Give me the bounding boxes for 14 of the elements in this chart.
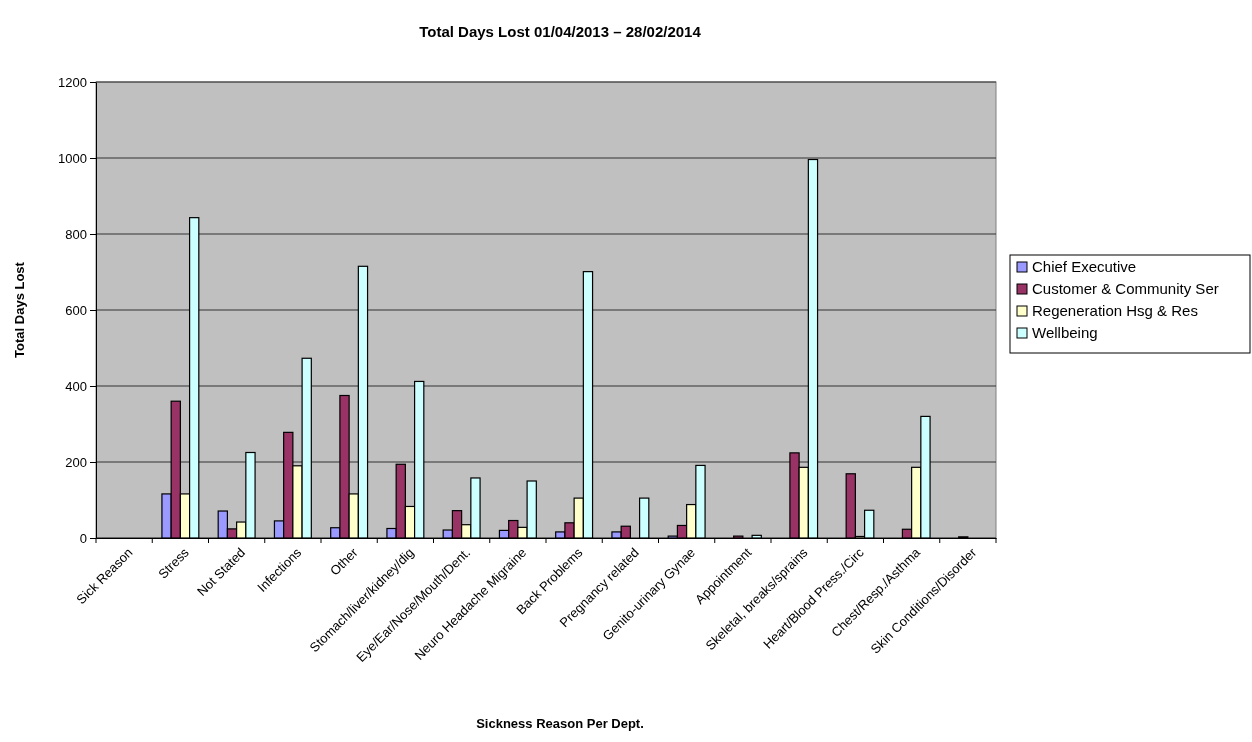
y-tick-label: 800 bbox=[65, 226, 87, 242]
y-tick-label: 1200 bbox=[58, 74, 87, 90]
y-tick-label: 200 bbox=[65, 454, 87, 470]
chart-title: Total Days Lost 01/04/2013 – 28/02/2014 bbox=[419, 23, 702, 40]
legend-label: Wellbeing bbox=[1032, 324, 1098, 342]
y-tick-label: 600 bbox=[65, 302, 87, 318]
y-tick-label: 400 bbox=[65, 378, 87, 394]
legend-label: Chief Executive bbox=[1032, 258, 1137, 276]
y-tick-label: 1000 bbox=[58, 150, 87, 166]
x-axis-title: Sickness Reason Per Dept. bbox=[476, 716, 644, 731]
y-tick-label: 0 bbox=[79, 530, 87, 546]
legend-label: Regeneration Hsg & Res bbox=[1032, 302, 1198, 320]
legend-label: Customer & Community Ser bbox=[1032, 280, 1219, 298]
y-axis-title: Total Days Lost bbox=[12, 261, 27, 358]
